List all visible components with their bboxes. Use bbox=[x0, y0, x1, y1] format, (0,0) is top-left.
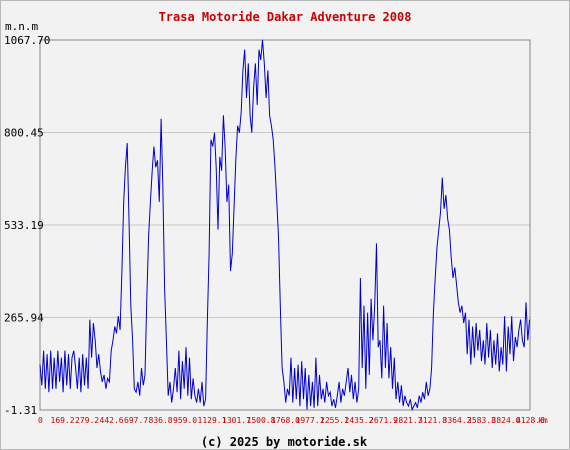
x-tick-label: 4128.8 bbox=[516, 416, 545, 425]
x-tick-label: 836.8 bbox=[149, 416, 173, 425]
x-tick-label: 2671.9 bbox=[369, 416, 398, 425]
y-tick-label: 1067.70 bbox=[4, 34, 50, 47]
x-tick-label: 2435.2 bbox=[345, 416, 374, 425]
x-tick-label: 3583.8 bbox=[467, 416, 496, 425]
x-tick-label: 1500.8 bbox=[247, 416, 276, 425]
y-tick-label: 800.45 bbox=[4, 126, 44, 139]
x-tick-label: 0 bbox=[38, 416, 43, 425]
x-tick-label: 1301.7 bbox=[222, 416, 251, 425]
x-tick-label: 279.2 bbox=[75, 416, 99, 425]
x-tick-label: 1129.1 bbox=[198, 416, 227, 425]
x-tick-label: 697.7 bbox=[124, 416, 148, 425]
elevation-line bbox=[39, 39, 530, 412]
y-axis-tick-labels: -1.31 265.94 533.19 800.45 1067.70 bbox=[4, 34, 50, 417]
y-axis-label: m.n.m bbox=[5, 20, 38, 33]
x-tick-label: 3364.2 bbox=[443, 416, 472, 425]
chart-title: Trasa Motoride Dakar Adventure 2008 bbox=[159, 10, 412, 24]
y-tick-label: 265.94 bbox=[4, 312, 44, 325]
x-tick-label: 1977.1 bbox=[296, 416, 325, 425]
x-tick-label: 2821.7 bbox=[394, 416, 423, 425]
y-tick-label: 533.19 bbox=[4, 219, 44, 232]
x-tick-label: 3121.8 bbox=[418, 416, 447, 425]
x-tick-label: 442.6 bbox=[100, 416, 124, 425]
footer-copyright: (c) 2025 by motoride.sk bbox=[201, 435, 368, 449]
y-tick-label: -1.31 bbox=[4, 404, 37, 417]
grid-lines bbox=[40, 39, 530, 411]
x-tick-label: 1768.0 bbox=[271, 416, 300, 425]
x-axis-unit-label: km bbox=[538, 416, 548, 425]
x-tick-label: 3824.0 bbox=[492, 416, 521, 425]
x-tick-label: 2255.1 bbox=[320, 416, 349, 425]
x-axis-tick-labels: 0 169.2 279.2 442.6 697.7 836.8 959.0 1129.1130… bbox=[38, 416, 545, 425]
x-tick-label: 169.2 bbox=[51, 416, 75, 425]
x-tick-label: 959.0 bbox=[173, 416, 197, 425]
plot-area-border bbox=[39, 39, 531, 411]
